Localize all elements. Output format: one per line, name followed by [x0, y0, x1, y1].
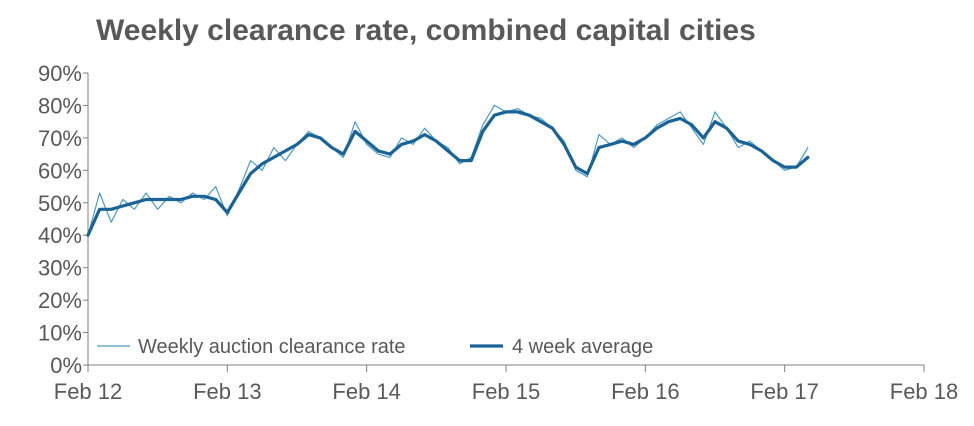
y-tick-label: 80%: [38, 93, 82, 118]
x-tick-label: Feb 14: [332, 379, 401, 404]
series-line-4-week-average: [86, 110, 810, 237]
y-tick-label: 0%: [50, 353, 82, 378]
x-tick-label: Feb 16: [611, 379, 680, 404]
x-tick-label: Feb 17: [750, 379, 819, 404]
legend-label-weekly: Weekly auction clearance rate: [138, 336, 406, 358]
x-tick-label: Feb 18: [890, 379, 959, 404]
series-lines: [86, 104, 810, 237]
x-tick-label: Feb 13: [193, 379, 262, 404]
y-tick-label: 40%: [38, 223, 82, 248]
y-tick-label: 90%: [38, 61, 82, 86]
y-tick-label: 70%: [38, 126, 82, 151]
legend-label-average: 4 week average: [512, 336, 653, 358]
chart-title: Weekly clearance rate, combined capital …: [96, 14, 756, 47]
y-tick-label: 10%: [38, 321, 82, 346]
x-tick-label: Feb 12: [54, 379, 123, 404]
legend: Weekly auction clearance rate 4 week ave…: [97, 336, 653, 358]
series-line-weekly-clearance: [87, 104, 809, 236]
y-axis: 0% 10% 20% 30% 40% 50% 60% 70% 80% 90%: [38, 61, 89, 378]
y-tick-label: 20%: [38, 288, 82, 313]
x-tick-label: Feb 15: [472, 379, 541, 404]
y-tick-label: 60%: [38, 158, 82, 183]
x-axis: Feb 12 Feb 13 Feb 14 Feb 15 Feb 16 Feb 17 Feb …: [54, 364, 959, 404]
y-tick-label: 50%: [38, 191, 82, 216]
y-tick-label: 30%: [38, 256, 82, 281]
